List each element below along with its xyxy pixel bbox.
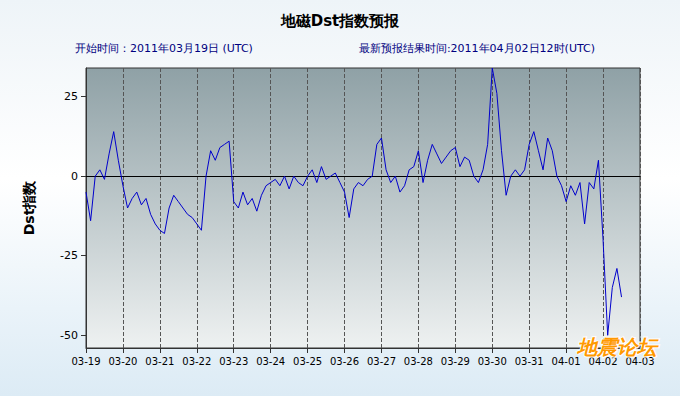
svg-text:03-19: 03-19 (71, 356, 100, 367)
svg-text:03-27: 03-27 (367, 356, 396, 367)
svg-text:0: 0 (71, 170, 78, 183)
svg-text:03-25: 03-25 (293, 356, 322, 367)
svg-text:开始时间：2011年03月19日 (UTC): 开始时间：2011年03月19日 (UTC) (75, 42, 253, 55)
svg-text:03-29: 03-29 (441, 356, 470, 367)
svg-text:地磁Dst指数预报: 地磁Dst指数预报 (280, 12, 401, 30)
svg-text:-25: -25 (60, 249, 78, 262)
svg-text:25: 25 (64, 90, 78, 103)
svg-text:04-02: 04-02 (588, 355, 618, 367)
svg-text:03-24: 03-24 (256, 356, 285, 367)
svg-text:03-30: 03-30 (478, 356, 507, 367)
svg-text:03-26: 03-26 (330, 356, 359, 367)
svg-text:04-03: 04-03 (625, 355, 655, 367)
svg-text:03-21: 03-21 (145, 356, 174, 367)
svg-text:03-28: 03-28 (404, 356, 433, 367)
svg-text:-50: -50 (60, 329, 78, 342)
svg-text:地震论坛: 地震论坛 (576, 335, 659, 359)
svg-text:03-20: 03-20 (108, 356, 137, 367)
svg-text:Dst指数: Dst指数 (21, 180, 37, 236)
svg-text:03-31: 03-31 (515, 356, 544, 367)
svg-text:04-01: 04-01 (551, 355, 581, 367)
svg-text:最新预报结果时间:2011年04月02日12时(UTC): 最新预报结果时间:2011年04月02日12时(UTC) (359, 42, 595, 55)
svg-text:03-22: 03-22 (182, 356, 211, 367)
svg-text:03-23: 03-23 (219, 356, 248, 367)
